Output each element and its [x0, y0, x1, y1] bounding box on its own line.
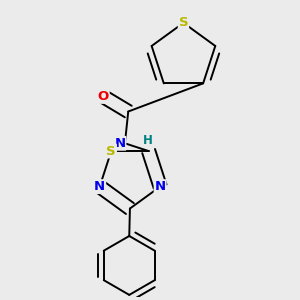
Text: O: O [98, 90, 109, 103]
Text: S: S [178, 16, 188, 29]
Text: N: N [94, 180, 105, 193]
Text: N: N [154, 180, 166, 193]
Text: N: N [114, 137, 125, 150]
Text: H: H [143, 134, 153, 147]
Text: S: S [106, 145, 116, 158]
